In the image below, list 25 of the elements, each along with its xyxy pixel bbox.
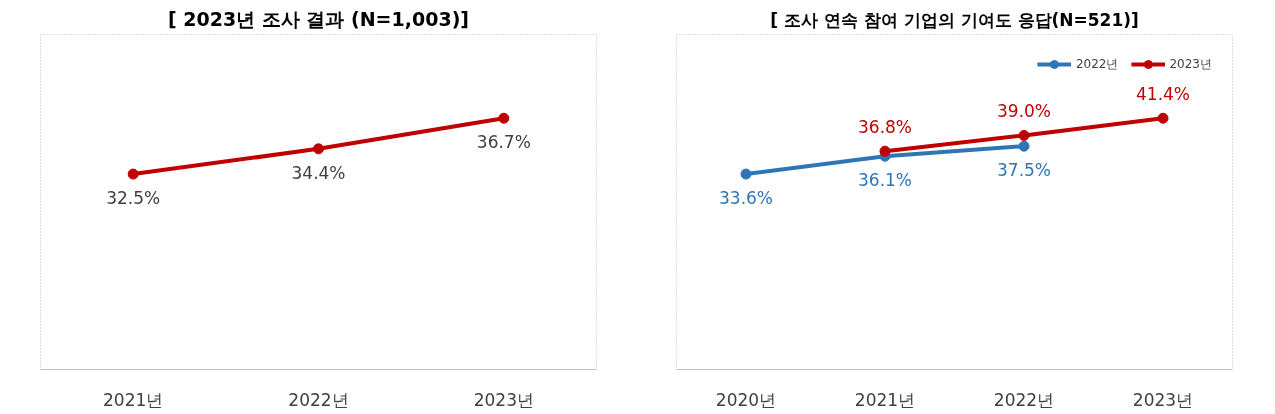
data-label: 32.5% — [106, 188, 161, 209]
x-tick-label: 2023년 — [1132, 389, 1194, 410]
data-label: 36.1% — [858, 170, 913, 191]
legend-label: 2023년 — [1169, 55, 1212, 73]
legend-label: 2022년 — [1075, 55, 1119, 73]
x-tick-label: 2021년 — [854, 389, 916, 410]
x-tick-label: 2023년 — [473, 389, 534, 410]
x-tick-label: 2020년 — [715, 389, 777, 410]
point — [879, 145, 891, 157]
point — [1018, 140, 1030, 152]
x-tick-label: 2022년 — [288, 389, 349, 410]
point — [1018, 129, 1030, 141]
x-tick-label: 2021년 — [103, 389, 164, 410]
x-tick-label: 2022년 — [993, 389, 1055, 410]
data-label: 33.6% — [719, 188, 774, 209]
data-label: 36.7% — [476, 132, 531, 153]
chart-title: [ 조사 연속 참여 기업의 기여도 응답(N=521)] — [770, 9, 1139, 30]
data-label: 36.8% — [858, 117, 913, 138]
point — [740, 168, 752, 180]
data-label: 37.5% — [997, 160, 1052, 181]
data-label: 39.0% — [997, 101, 1052, 122]
data-label: 41.4% — [1136, 84, 1191, 105]
chart-title: [ 2023년 조사 결과 (N=1,003)] — [168, 7, 469, 30]
point — [1157, 112, 1169, 124]
data-label: 34.4% — [291, 162, 346, 183]
